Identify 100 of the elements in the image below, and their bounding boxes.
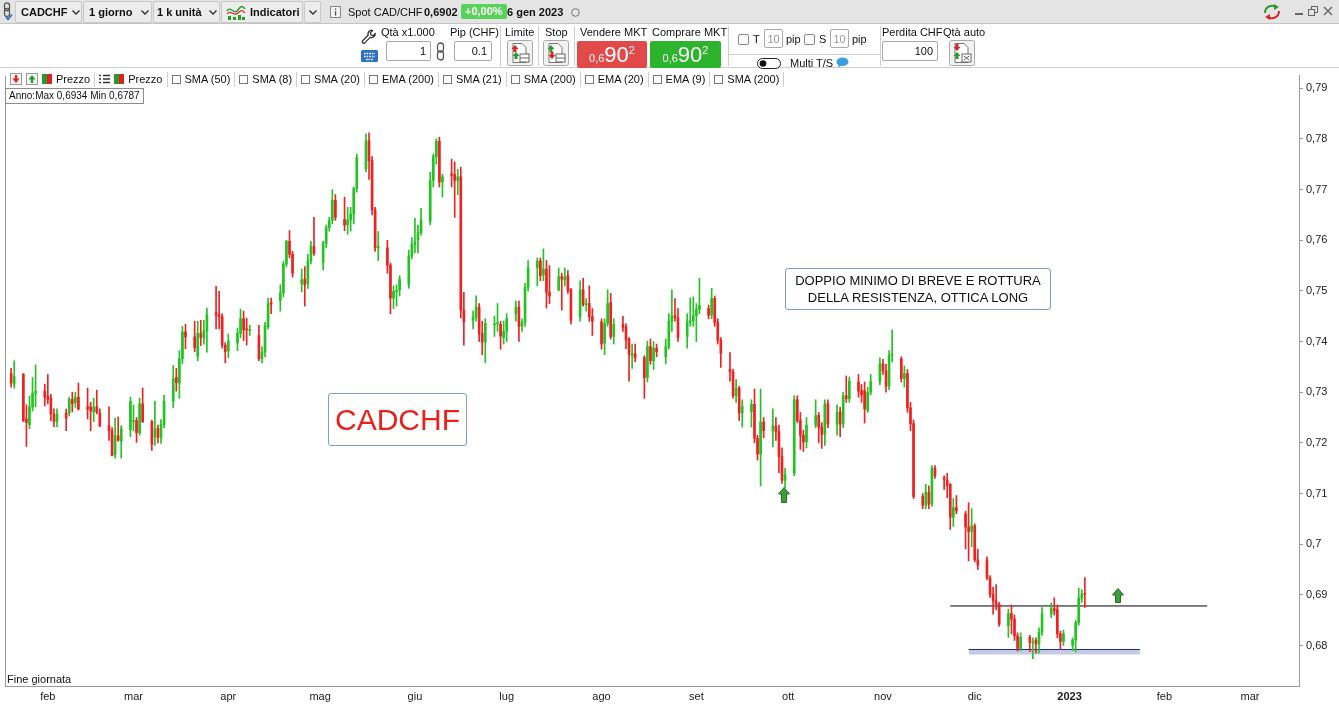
- candlestick: [438, 137, 441, 188]
- x-tick-label: feb: [1156, 689, 1173, 702]
- text: Indicatori: [250, 6, 300, 19]
- candlestick: [138, 397, 141, 436]
- y-tick-label: 0,73: [1306, 385, 1328, 398]
- text: Limite: [505, 26, 535, 39]
- candlestick: [343, 196, 346, 231]
- candlestick: [759, 388, 762, 487]
- text: 0,6902: [424, 6, 458, 19]
- candlestick: [184, 323, 187, 349]
- candlestick: [303, 266, 307, 307]
- x-tick-label: feb: [40, 689, 56, 702]
- candlestick: [214, 286, 218, 330]
- y-tick-label: 0,69: [1306, 587, 1328, 600]
- text: Spot CAD/CHF: [348, 6, 423, 19]
- y-tick-label: 0,72: [1306, 435, 1328, 448]
- candlestick: [1007, 608, 1010, 638]
- candlestick: [441, 174, 444, 198]
- text: Perdita CHF: [882, 26, 943, 39]
- text: pip: [786, 33, 801, 46]
- candlestick: [135, 417, 138, 443]
- annotation: Prezzo: [127, 71, 168, 87]
- y-tick-label: 0,7: [1306, 537, 1322, 550]
- candlestick: [334, 194, 337, 221]
- annotation: EMA (200): [380, 71, 439, 87]
- candlestick: [450, 158, 453, 188]
- candlestick: [376, 231, 380, 261]
- annotation: SMA (21): [454, 71, 507, 87]
- x-tick-label: ago: [592, 689, 611, 702]
- annotation: Prezzo: [55, 71, 96, 87]
- candlestick: [584, 298, 588, 312]
- candlestick: [174, 368, 178, 392]
- candlestick: [967, 502, 970, 562]
- candlestick: [141, 387, 144, 423]
- text: pip: [852, 33, 867, 46]
- price-button: 0,690$^{2}$: [577, 41, 647, 68]
- candlestick: [643, 355, 646, 399]
- candlestick: [710, 288, 713, 320]
- candlestick: [542, 248, 545, 282]
- x-tick-label: giu: [407, 689, 423, 702]
- y-tick-label: 0,75: [1306, 283, 1328, 296]
- y-tick-label: 0,76: [1306, 233, 1328, 246]
- candlestick: [750, 399, 753, 428]
- candlestick: [863, 381, 866, 424]
- candlestick: [129, 396, 132, 438]
- candlestick: [955, 495, 958, 515]
- candlestick: [1062, 629, 1065, 646]
- candlestick: [951, 498, 955, 527]
- input-field: 1: [386, 41, 431, 61]
- input-field: 100: [882, 41, 938, 61]
- y-tick-label: 0,71: [1306, 486, 1328, 499]
- y-tick-label: 0,79: [1306, 81, 1328, 94]
- candlestick: [132, 404, 135, 432]
- candlestick: [707, 304, 710, 320]
- text: CADCHF: [21, 6, 68, 19]
- candlestick: [1083, 577, 1087, 608]
- candlestick: [814, 399, 817, 428]
- x-tick-label: dic: [967, 689, 983, 702]
- candlestick: [34, 364, 37, 408]
- text: Stop: [545, 26, 568, 39]
- x-tick-label: ott: [782, 689, 795, 702]
- x-tick-label: mar: [1240, 689, 1260, 702]
- annotation: SMA (200): [522, 71, 581, 87]
- text: 1 k unità: [157, 6, 202, 19]
- candlestick: [652, 341, 655, 370]
- annotation: SMA (200): [726, 71, 785, 87]
- x-tick-label: set: [689, 689, 704, 702]
- candlestick: [64, 408, 68, 432]
- candlestick: [899, 356, 903, 383]
- candlestick: [242, 310, 245, 341]
- candlestick: [346, 206, 349, 235]
- x-tick-label: lug: [499, 689, 515, 702]
- candlestick: [847, 376, 851, 403]
- text: Vendere MKT: [580, 26, 648, 39]
- candlestick: [560, 272, 564, 311]
- candlestick: [1019, 632, 1022, 651]
- candlestick: [805, 417, 808, 449]
- text: Comprare MKT: [652, 26, 728, 39]
- candlestick: [539, 257, 542, 282]
- input-field: 0.1: [454, 41, 492, 61]
- candlestick: [193, 320, 196, 352]
- annotation: Fine giornata: [7, 673, 72, 686]
- x-tick-label: apr: [220, 689, 237, 702]
- candlestick: [77, 382, 80, 411]
- text: Qtà x1.000: [381, 26, 435, 39]
- text: +0,00%: [461, 4, 507, 19]
- candlestick: [600, 318, 603, 350]
- candlestick: [453, 161, 457, 218]
- y-tick-label: 0,77: [1306, 182, 1328, 195]
- candlestick: [392, 285, 395, 309]
- candlestick: [499, 320, 502, 350]
- candlestick: [74, 391, 77, 408]
- candlestick: [844, 375, 848, 403]
- candlestick: [646, 340, 649, 383]
- text: Multi T/S: [790, 57, 834, 70]
- candlestick: [649, 338, 652, 365]
- annotation: SMA (20): [313, 71, 365, 87]
- x-tick-label: 2023: [1057, 689, 1082, 702]
- text: Qtà auto: [943, 26, 986, 39]
- input-field: 10: [830, 29, 849, 48]
